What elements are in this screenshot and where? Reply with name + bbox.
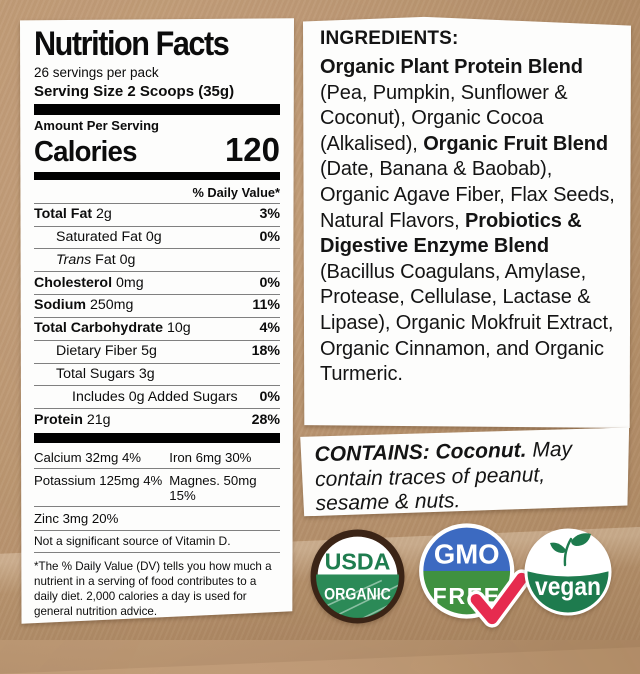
usda-organic-seal-icon: USDA ORGANIC (310, 529, 405, 624)
mineral-potassium: Potassium 125mg 4% (34, 472, 163, 488)
nutrition-facts-panel: Nutrition Facts 26 servings per pack Ser… (20, 18, 294, 624)
ingredient-segment: Organic Fruit Blend (423, 132, 608, 155)
calories-value: 120 (224, 130, 280, 168)
nutrient-row-added-sugars: Includes 0g Added Sugars 0% (34, 385, 280, 408)
gmo-free-seal-icon: GMO FREE (419, 523, 531, 628)
vegan-label: vegan (535, 571, 601, 601)
calories-row: Calories 120 (34, 131, 280, 169)
nutrient-row-dietary-fiber: Dietary Fiber 5g 18% (34, 339, 280, 363)
ingredient-segment: (Pea, Pumpkin, Sunflower & Coconut), Org… (320, 81, 568, 155)
nutrient-row-cholesterol: Cholesterol 0mg 0% (34, 271, 280, 294)
nutrient-row-total-fat: Total Fat 2g 3% (34, 202, 280, 226)
serving-size: Serving Size 2 Scoops (35g) (34, 82, 235, 100)
organic-label: ORGANIC (324, 586, 391, 604)
daily-value-footnote: *The % Daily Value (DV) tells you how mu… (34, 559, 272, 618)
leaf-icon (550, 533, 591, 567)
gmo-label: GMO (434, 539, 500, 570)
mineral-iron: Iron 6mg 30% (169, 449, 252, 465)
divider-bar-calories (34, 171, 280, 180)
usda-organic-badge: USDA ORGANIC (309, 528, 406, 625)
vegan-badge: vegan (523, 527, 613, 617)
ingredient-segment: Organic Plant Protein Blend (320, 56, 583, 78)
nutrient-row-sodium: Sodium 250mg 11% (34, 294, 280, 317)
calories-label: Calories (34, 135, 137, 168)
checkmark-icon (467, 569, 531, 628)
nutrient-row-protein: Protein 21g 28% (34, 408, 280, 431)
ingredient-segment: Probiotics & Digestive Enzyme Blend (320, 209, 582, 258)
mineral-calcium: Calcium 32mg 4% (34, 449, 142, 465)
nutrient-row-total-sugars: Total Sugars 3g (34, 362, 280, 386)
gmo-free-badge: GMO FREE (417, 521, 531, 640)
ingredient-segment: (Bacillus Coagulans, Amylase, Protease, … (320, 260, 614, 386)
ingredients-heading: INGREDIENTS: (320, 28, 459, 49)
divider-bar-minerals (34, 433, 280, 443)
minerals-row-1: Calcium 32mg 4% Iron 6mg 30% (34, 446, 280, 470)
nutrient-row-total-carbohydrate: Total Carbohydrate 10g 4% (34, 316, 280, 340)
mineral-zinc: Zinc 3mg 20% (34, 510, 119, 526)
nutrition-title: Nutrition Facts (34, 25, 230, 63)
minerals-row-2: Potassium 125mg 4% Magnes. 50mg 15% (34, 469, 280, 508)
vegan-seal-icon: vegan (524, 528, 612, 616)
ingredients-panel: INGREDIENTS: Organic Plant Protein Blend… (303, 16, 631, 428)
ingredients-text: Organic Plant Protein Blend (Pea, Pumpki… (320, 55, 618, 388)
daily-value-header: % Daily Value* (192, 184, 281, 200)
minerals-row-3: Zinc 3mg 20% (34, 507, 280, 531)
contains-bold-text: CONTAINS: Coconut. (314, 438, 527, 467)
mineral-magnesium: Magnes. 50mg 15% (169, 472, 257, 503)
amount-per-serving-label: Amount Per Serving (34, 117, 159, 133)
allergen-contains-panel: CONTAINS: Coconut. May contain traces of… (299, 428, 631, 517)
nutrient-row-saturated-fat: Saturated Fat 0g 0% (34, 225, 280, 249)
servings-per-pack: 26 servings per pack (34, 64, 159, 80)
ingredient-segment: (Date, Banana & Baobab), Organic Agave F… (320, 158, 615, 232)
nutrient-row-trans-fat: Trans Fat 0g (34, 248, 280, 271)
divider-bar-thick (34, 103, 280, 115)
vitamin-d-note: Not a significant source of Vitamin D. (34, 531, 280, 553)
usda-label: USDA (325, 548, 391, 574)
